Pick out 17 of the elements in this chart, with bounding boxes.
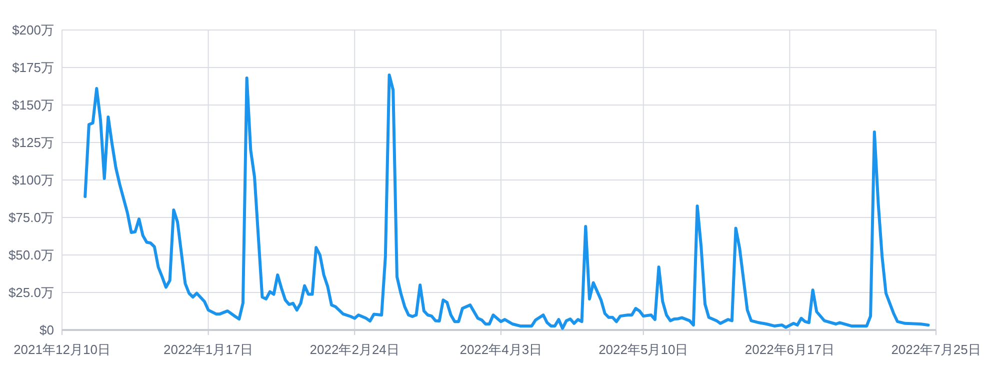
y-tick-label: $50.0万: [8, 248, 54, 263]
y-tick-label: $150万: [12, 98, 54, 113]
x-tick-label: 2021年12月10日: [14, 342, 110, 357]
x-tick-label: 2022年4月3日: [460, 342, 542, 357]
y-tick-label: $0: [40, 322, 54, 338]
x-tick-label: 2022年2月24日: [310, 342, 400, 357]
y-tick-label: $175万: [12, 60, 54, 76]
y-tick-label: $100万: [12, 172, 54, 188]
x-tick-label: 2022年7月25日: [891, 342, 981, 357]
x-tick-label: 2022年1月17日: [163, 342, 254, 357]
x-tick-label: 2022年5月10日: [598, 342, 688, 357]
x-tick-label: 2022年6月17日: [744, 342, 835, 357]
y-tick-label: $125万: [12, 135, 54, 150]
line-series: [84, 74, 930, 330]
y-tick-label: $200万: [12, 22, 54, 38]
y-tick-label: $25.0万: [8, 285, 54, 300]
y-tick-label: $75.0万: [8, 210, 54, 226]
